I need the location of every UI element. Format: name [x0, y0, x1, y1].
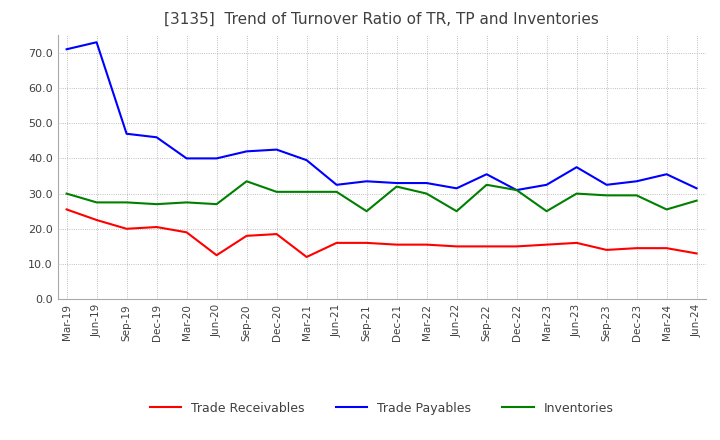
Title: [3135]  Trend of Turnover Ratio of TR, TP and Inventories: [3135] Trend of Turnover Ratio of TR, TP…	[164, 12, 599, 27]
Line: Trade Receivables: Trade Receivables	[66, 209, 697, 257]
Legend: Trade Receivables, Trade Payables, Inventories: Trade Receivables, Trade Payables, Inven…	[145, 397, 618, 420]
Trade Receivables	[153, 224, 161, 230]
Trade Receivables	[362, 240, 371, 246]
Trade Payables	[392, 180, 401, 186]
Trade Payables	[542, 182, 551, 187]
Trade Receivables	[513, 244, 521, 249]
Trade Payables	[302, 158, 311, 163]
Trade Payables	[602, 182, 611, 187]
Trade Payables	[242, 149, 251, 154]
Inventories	[542, 209, 551, 214]
Trade Receivables	[92, 217, 101, 223]
Trade Receivables	[452, 244, 461, 249]
Trade Receivables	[422, 242, 431, 247]
Inventories	[662, 207, 671, 212]
Inventories	[632, 193, 641, 198]
Trade Receivables	[542, 242, 551, 247]
Inventories	[92, 200, 101, 205]
Trade Receivables	[212, 253, 221, 258]
Trade Receivables	[62, 207, 71, 212]
Trade Payables	[333, 182, 341, 187]
Inventories	[212, 202, 221, 207]
Inventories	[482, 182, 491, 187]
Inventories	[602, 193, 611, 198]
Trade Receivables	[272, 231, 281, 237]
Trade Payables	[62, 47, 71, 52]
Trade Receivables	[182, 230, 191, 235]
Inventories	[422, 191, 431, 196]
Line: Trade Payables: Trade Payables	[66, 42, 697, 190]
Trade Payables	[122, 131, 131, 136]
Trade Payables	[452, 186, 461, 191]
Inventories	[513, 187, 521, 193]
Trade Receivables	[122, 226, 131, 231]
Inventories	[122, 200, 131, 205]
Trade Payables	[182, 156, 191, 161]
Trade Payables	[212, 156, 221, 161]
Trade Payables	[422, 180, 431, 186]
Inventories	[153, 202, 161, 207]
Inventories	[62, 191, 71, 196]
Trade Payables	[153, 135, 161, 140]
Trade Receivables	[632, 246, 641, 251]
Trade Receivables	[242, 233, 251, 238]
Trade Payables	[513, 187, 521, 193]
Trade Receivables	[662, 246, 671, 251]
Trade Payables	[632, 179, 641, 184]
Trade Receivables	[392, 242, 401, 247]
Trade Receivables	[302, 254, 311, 260]
Line: Inventories: Inventories	[66, 181, 697, 211]
Inventories	[572, 191, 581, 196]
Trade Payables	[572, 165, 581, 170]
Trade Payables	[92, 40, 101, 45]
Trade Payables	[693, 186, 701, 191]
Trade Payables	[272, 147, 281, 152]
Trade Receivables	[693, 251, 701, 256]
Trade Receivables	[482, 244, 491, 249]
Inventories	[362, 209, 371, 214]
Inventories	[693, 198, 701, 203]
Trade Receivables	[333, 240, 341, 246]
Inventories	[302, 189, 311, 194]
Trade Payables	[362, 179, 371, 184]
Trade Payables	[662, 172, 671, 177]
Inventories	[182, 200, 191, 205]
Trade Receivables	[572, 240, 581, 246]
Inventories	[452, 209, 461, 214]
Trade Receivables	[602, 247, 611, 253]
Inventories	[392, 184, 401, 189]
Inventories	[242, 179, 251, 184]
Trade Payables	[482, 172, 491, 177]
Inventories	[333, 189, 341, 194]
Inventories	[272, 189, 281, 194]
